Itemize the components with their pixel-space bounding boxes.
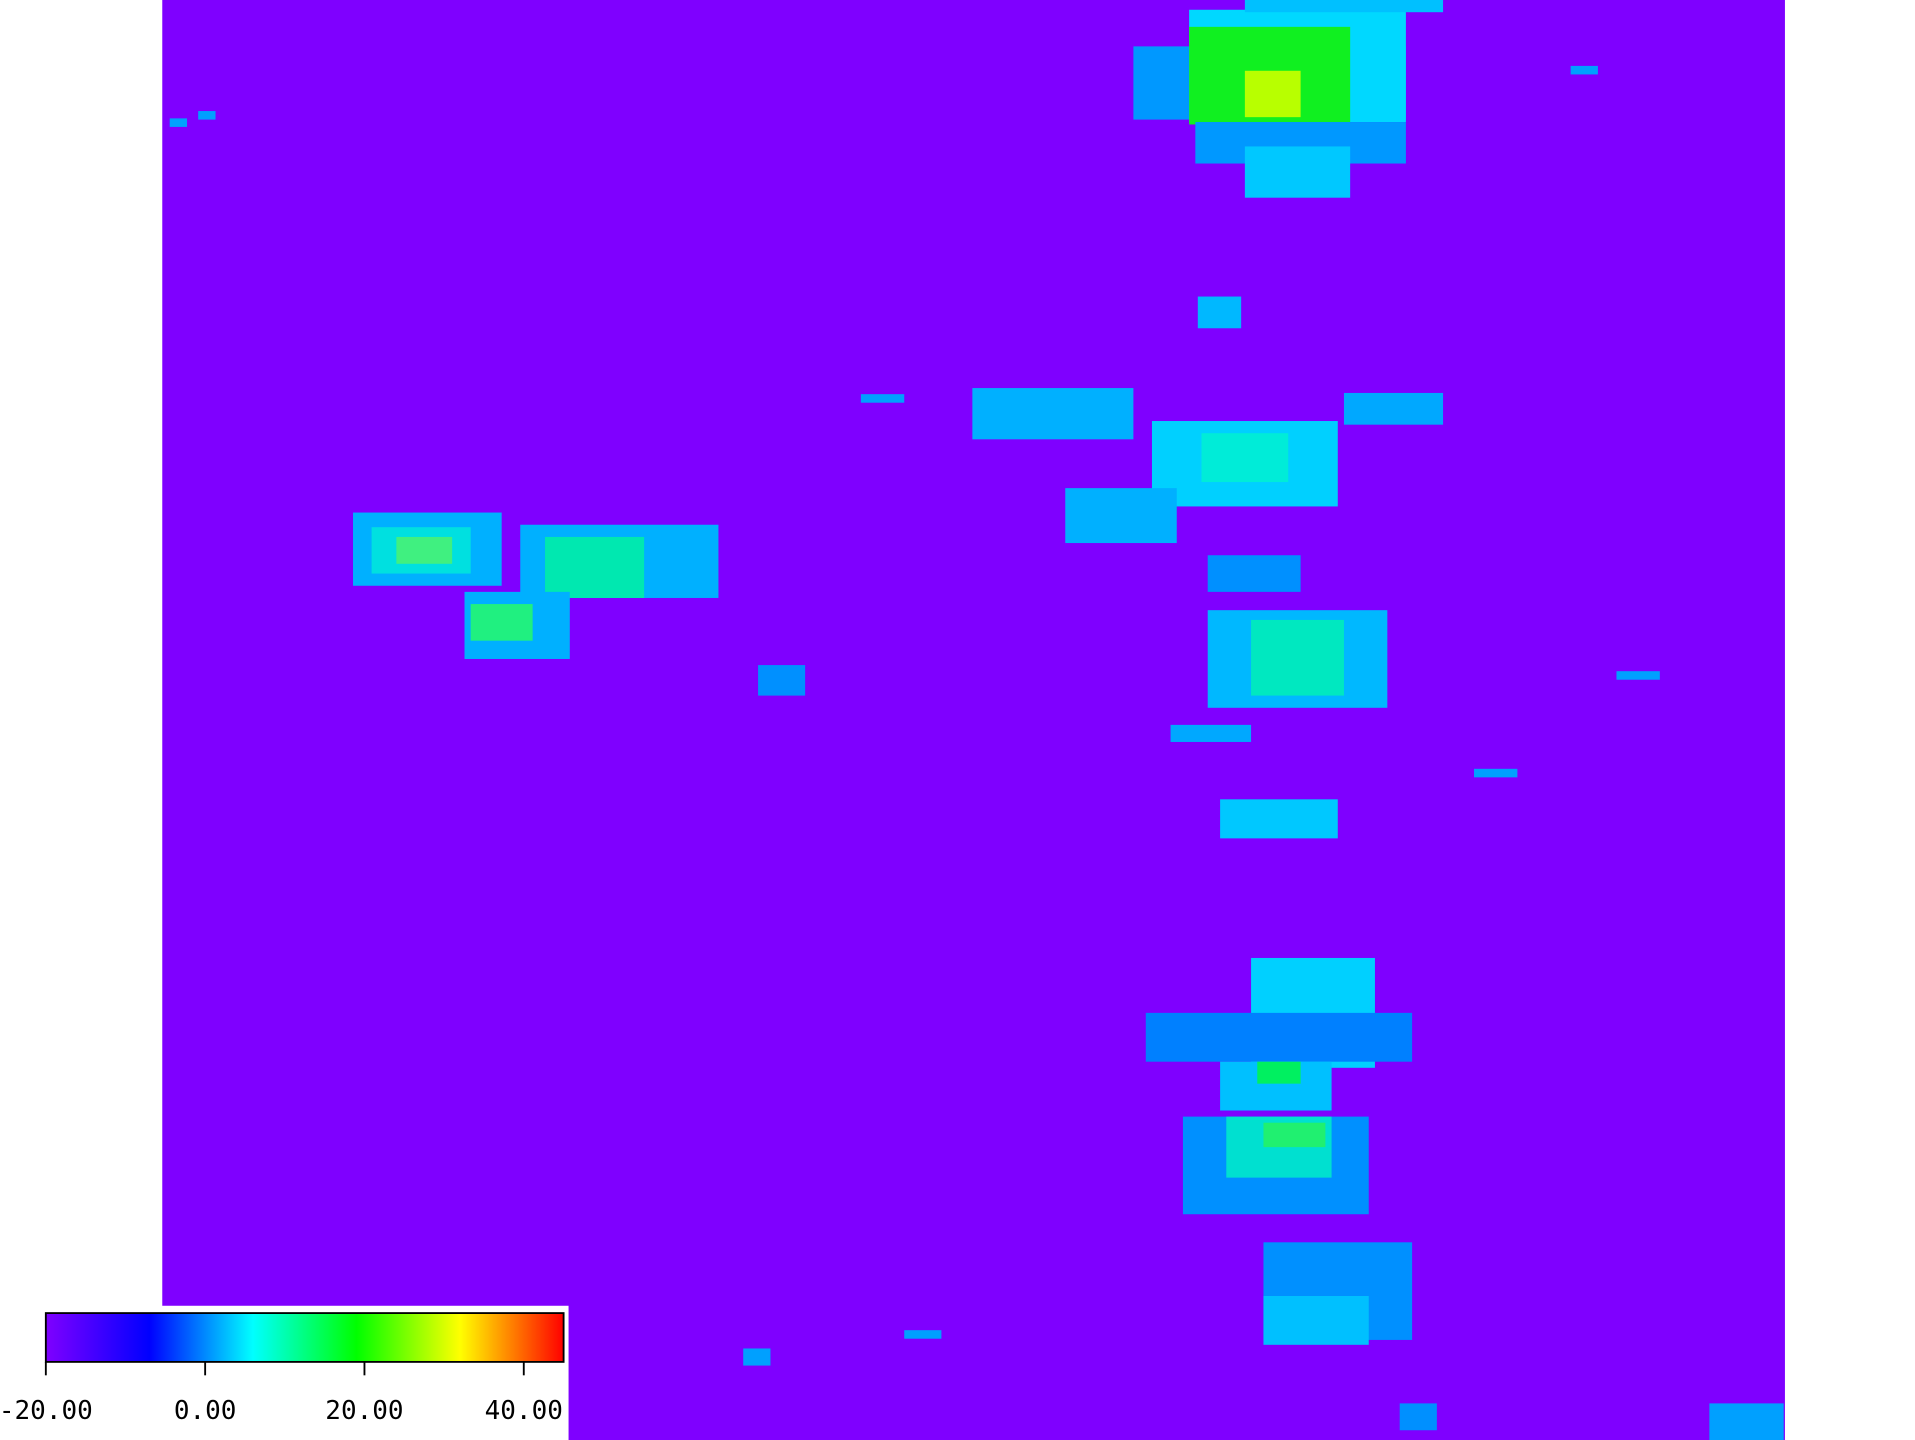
colorbar-tick-label: 20.00 [325, 1396, 403, 1426]
radar-field [162, 0, 1785, 1440]
chart: -20.00 0.00 20.00 40.00 [0, 0, 1915, 1440]
colorbar-tick-label: 40.00 [485, 1396, 563, 1426]
colorbar [46, 1313, 564, 1362]
colorbar-tick-label: 0.00 [174, 1396, 237, 1426]
colorbar-tick-label: -20.00 [0, 1396, 93, 1426]
